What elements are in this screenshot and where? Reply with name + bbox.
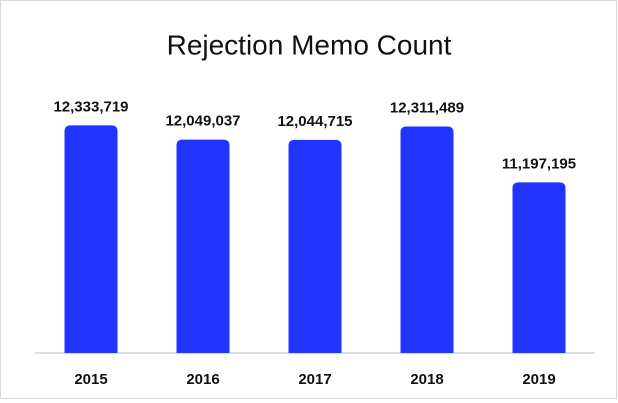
chart-title: Rejection Memo Count xyxy=(167,29,452,60)
value-label: 12,333,719 xyxy=(53,98,128,115)
x-tick-label: 2016 xyxy=(186,371,219,388)
x-tick-label: 2018 xyxy=(410,371,443,388)
value-label: 12,311,489 xyxy=(390,99,464,116)
x-tick-label: 2015 xyxy=(74,371,107,388)
bar xyxy=(400,126,454,353)
value-label: 11,197,195 xyxy=(502,155,576,172)
bar xyxy=(64,125,118,353)
x-tick-label: 2019 xyxy=(522,371,555,388)
value-label: 12,049,037 xyxy=(165,113,240,130)
bar xyxy=(176,139,230,353)
x-tick-label: 2017 xyxy=(298,371,331,388)
bar xyxy=(512,182,566,353)
bar xyxy=(288,139,342,353)
value-label: 12,044,715 xyxy=(277,113,352,130)
